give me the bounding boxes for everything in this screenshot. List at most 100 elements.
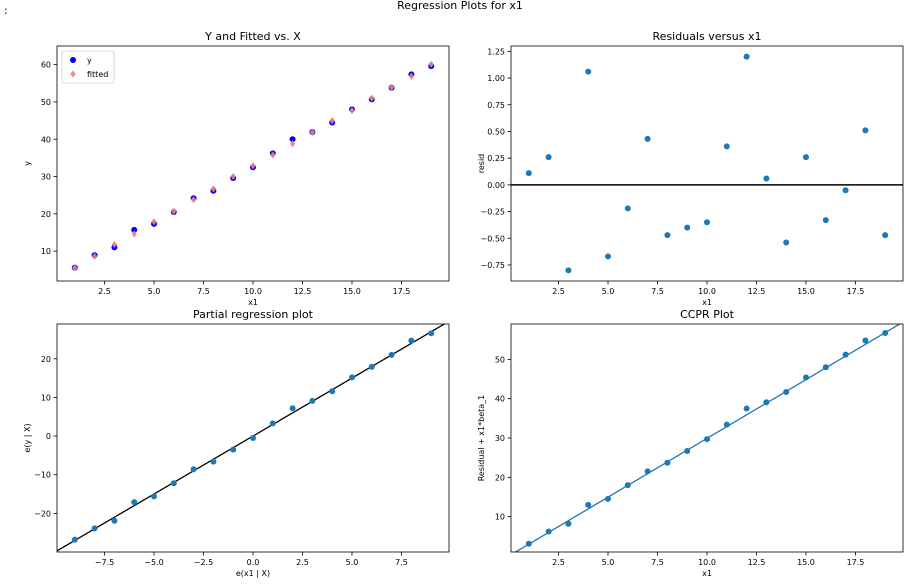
data-point (783, 239, 790, 246)
data-point (644, 135, 651, 142)
data-point (368, 363, 375, 370)
y-tick-label: 50 (495, 355, 505, 364)
data-point (664, 459, 671, 466)
data-point (763, 399, 770, 406)
data-point (842, 351, 849, 358)
x-tick-label: 2.5 (296, 558, 309, 567)
y-point (131, 226, 138, 233)
x-tick-label: 5.0 (602, 287, 615, 296)
x-tick-label: 12.5 (748, 558, 766, 567)
data-point (565, 520, 572, 527)
fitted-point (171, 207, 177, 215)
data-point (882, 330, 889, 337)
data-point (763, 175, 770, 182)
data-point (704, 219, 710, 226)
subplot-grid: Y and Fitted vs. X 2.5 5.0 7.5 10.0 12.5 15.0 1… (23, 30, 904, 578)
y-tick-label: −0.75 (480, 261, 505, 270)
data-point (624, 205, 631, 212)
data-point (111, 517, 118, 524)
y-tick-label: 1.25 (487, 47, 505, 56)
x-tick-label: 2.5 (552, 558, 565, 567)
partial-regression-title: Partial regression plot (193, 308, 314, 321)
y-tick-label: 30 (495, 434, 505, 443)
x-tick-label: 0.0 (247, 558, 260, 567)
partial-regression-frame (56, 323, 450, 553)
x-tick-label: 2.5 (98, 287, 111, 296)
residuals-title: Residuals versus x1 (653, 30, 762, 43)
data-point (230, 446, 237, 453)
data-point (250, 435, 256, 441)
x-tick-label: 10.0 (698, 287, 716, 296)
partial-regression-ylabel: e(y | X) (23, 423, 32, 452)
figure-title: Regression Plots for x1 (397, 0, 523, 12)
y-tick-label: 20 (41, 355, 51, 364)
residuals-frame (510, 45, 904, 282)
data-point (545, 154, 552, 161)
x-tick-label: 7.5 (651, 287, 664, 296)
data-point (585, 501, 592, 508)
y-tick-label: 60 (41, 61, 51, 70)
x-tick-label: 12.5 (748, 287, 766, 296)
data-point (802, 154, 809, 161)
data-point (565, 267, 572, 274)
data-point (704, 436, 710, 443)
y-tick-label: 20 (495, 473, 505, 482)
x-tick-label: 7.5 (395, 558, 408, 567)
x-tick-label: 10.0 (244, 287, 262, 296)
legend-label-y: y (87, 56, 92, 65)
data-point (388, 351, 395, 358)
y-tick-label: 40 (495, 395, 505, 404)
x-tick-label: 12.5 (294, 287, 312, 296)
y-fitted-title: Y and Fitted vs. X (204, 30, 301, 43)
fitted-point (91, 252, 98, 260)
y-fitted-frame (56, 45, 450, 282)
ccpr-title: CCPR Plot (680, 308, 735, 321)
y-tick-label: 0 (46, 432, 51, 441)
data-point (624, 482, 631, 489)
legend-label-fitted: fitted (87, 70, 108, 79)
fitted-point (131, 230, 137, 238)
x-tick-label: 15.0 (797, 287, 815, 296)
x-tick-label: 10.0 (698, 558, 716, 567)
y-fitted-chart: Y and Fitted vs. X 2.5 5.0 7.5 10.0 12.5 15.0 1… (23, 30, 450, 307)
data-point (882, 232, 889, 239)
corner-mark: : (4, 4, 8, 17)
y-tick-label: 10 (41, 393, 51, 402)
y-tick-label: 10 (495, 513, 505, 522)
fitted-point (329, 117, 335, 125)
fitted-point (349, 106, 355, 115)
fitted-point (270, 151, 276, 159)
x-tick-label: 17.5 (847, 287, 865, 296)
x-tick-label: −7.5 (95, 558, 114, 567)
y-tick-label: 50 (41, 98, 51, 107)
ccpr-ylabel: Residual + x1*beta_1 (477, 395, 486, 482)
partial-regression-xlabel: e(x1 | X) (236, 569, 270, 578)
fitted-point (210, 185, 217, 193)
x-tick-label: 7.5 (651, 558, 664, 567)
x-tick-label: 5.0 (148, 287, 161, 296)
data-point (91, 525, 98, 532)
data-point (723, 421, 730, 428)
x-tick-label: 2.5 (552, 287, 565, 296)
y-tick-label: −20 (34, 509, 51, 518)
data-point (269, 420, 276, 427)
residuals-ylabel: resid (477, 154, 486, 174)
x-tick-label: 17.5 (847, 558, 865, 567)
data-point (329, 388, 336, 395)
data-point (525, 540, 532, 547)
fitted-point (190, 196, 197, 204)
y-tick-label: 0.25 (487, 154, 505, 163)
x-tick-label: −2.5 (194, 558, 213, 567)
fitted-point (151, 218, 157, 226)
y-tick-label: 20 (41, 210, 51, 219)
y-tick-label: 30 (41, 173, 51, 182)
fitted-point (250, 162, 256, 170)
ccpr-frame (510, 323, 904, 553)
residuals-xlabel: x1 (702, 298, 712, 307)
fitted-point (408, 72, 415, 80)
data-point (743, 53, 750, 60)
data-point (525, 170, 532, 177)
data-point (743, 405, 750, 412)
data-point (862, 337, 869, 344)
